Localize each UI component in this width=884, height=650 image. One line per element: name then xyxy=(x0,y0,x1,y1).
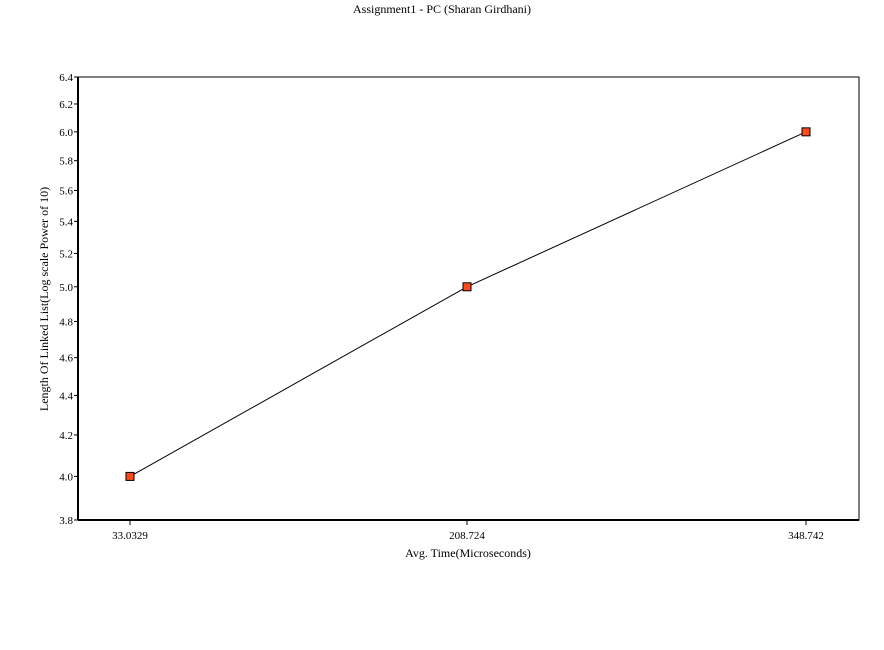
y-tick-label: 5.2 xyxy=(59,248,73,260)
y-tick-label: 4.8 xyxy=(59,316,73,328)
x-ticks: 33.0329 208.724 348.742 xyxy=(112,520,824,542)
y-tick-label: 4.2 xyxy=(59,430,73,442)
y-tick-label: 4.0 xyxy=(59,471,73,483)
x-tick-label: 33.0329 xyxy=(112,530,148,542)
series-line xyxy=(129,131,807,477)
y-tick-label: 5.6 xyxy=(59,185,73,197)
x-tick-label: 348.742 xyxy=(788,530,824,542)
y-axis-label: Length Of Linked List(Log scale Power of… xyxy=(37,187,51,411)
y-tick-label: 6.2 xyxy=(59,99,73,111)
y-tick-label: 5.4 xyxy=(59,216,73,228)
y-tick-label: 6.0 xyxy=(59,127,73,139)
y-tick-label: 6.4 xyxy=(59,72,73,84)
y-ticks: 3.8 4.0 4.2 4.4 4.6 4.8 5.0 5.2 5.4 5.6 5.8 6.0 6.2 6… xyxy=(59,72,78,527)
chart-title: Assignment1 - PC (Sharan Girdhani) xyxy=(353,2,531,16)
data-point-marker xyxy=(462,282,472,292)
y-tick-label: 4.6 xyxy=(59,353,73,365)
x-axis-label: Avg. Time(Microseconds) xyxy=(405,546,531,560)
y-tick-label: 5.0 xyxy=(59,282,73,294)
series-group xyxy=(125,127,811,481)
y-tick-label: 5.8 xyxy=(59,156,73,168)
y-tick-label: 4.4 xyxy=(59,390,73,402)
x-tick-label: 208.724 xyxy=(449,530,485,542)
y-tick-label: 3.8 xyxy=(59,515,73,527)
data-point-marker xyxy=(801,127,811,137)
data-point-marker xyxy=(125,471,135,481)
plot-area xyxy=(77,76,860,521)
